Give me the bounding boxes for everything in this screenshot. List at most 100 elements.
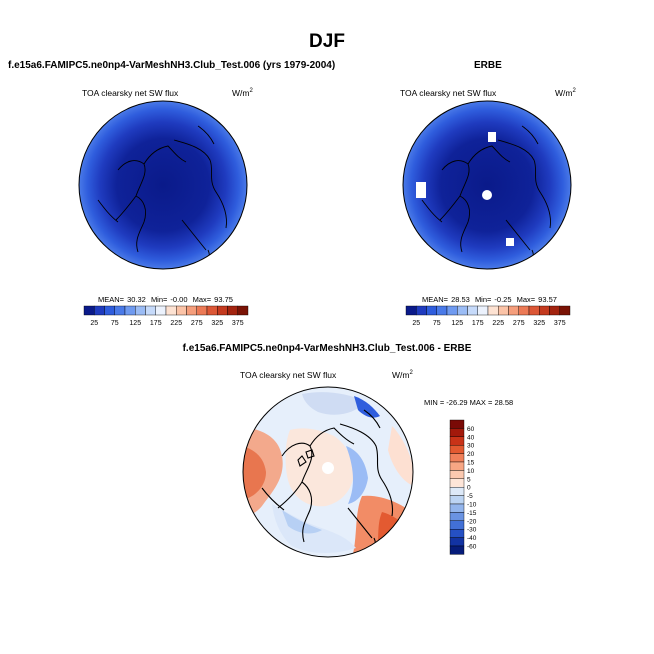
panel-3-units: W/m2	[392, 370, 413, 380]
panel-2-units: W/m2	[555, 88, 576, 98]
colorbar-swatch	[449, 461, 465, 471]
colorbar-swatch	[539, 305, 550, 316]
colorbar-swatch	[528, 305, 540, 316]
panel-1-polar-map	[78, 100, 248, 270]
panel-2-variable-label: TOA clearsky net SW flux	[400, 88, 497, 98]
colorbar-swatch	[518, 305, 530, 316]
colorbar-tick-label: 15	[467, 460, 475, 467]
colorbar-tick-label: 25	[412, 320, 420, 327]
figure-title: DJF	[309, 31, 345, 52]
colorbar-tick-label: -20	[467, 518, 477, 525]
colorbar-swatch	[559, 305, 571, 316]
colorbar-swatch	[449, 453, 465, 463]
colorbar-tick-label: 75	[433, 320, 441, 327]
panel-2-polar-map	[402, 100, 572, 270]
colorbar-swatch	[217, 305, 228, 316]
colorbar-tick-label: 10	[467, 468, 475, 475]
colorbar-tick-label: 325	[533, 320, 545, 327]
panel-1-field	[79, 101, 247, 269]
colorbar-tick-label: -30	[467, 527, 477, 534]
colorbar-swatch	[457, 305, 468, 316]
colorbar-swatch	[124, 305, 136, 316]
colorbar-swatch	[145, 305, 156, 316]
colorbar-swatch	[206, 305, 218, 316]
panel-1-variable-label: TOA clearsky net SW flux	[82, 88, 179, 98]
colorbar-tick-label: 5	[467, 476, 471, 483]
panel-3-polar-map	[242, 386, 414, 558]
colorbar-tick-label: 30	[467, 443, 475, 450]
colorbar-swatch	[104, 305, 115, 316]
colorbar-swatch	[165, 305, 177, 316]
colorbar-tick-label: 175	[150, 320, 162, 327]
colorbar-tick-label: 75	[111, 320, 119, 327]
colorbar-swatch	[449, 495, 465, 505]
colorbar-swatch	[449, 537, 465, 547]
colorbar-swatch	[83, 305, 95, 316]
colorbar-swatch	[135, 305, 146, 316]
panel-1-title: f.e15a6.FAMIPC5.ne0np4-VarMeshNH3.Club_T…	[8, 60, 336, 71]
colorbar-tick-label: -15	[467, 510, 477, 517]
panel-3-min-max: MIN = -26.29 MAX = 28.58	[424, 398, 514, 407]
panel-1-stats: MEAN= 30.32 Min= -0.00 Max= 93.75	[98, 295, 233, 304]
colorbar-tick-label: 60	[467, 426, 475, 433]
colorbar-tick-label: -10	[467, 502, 477, 509]
panel-1-colorbar: 25 75 125 175 225 275 325 375	[83, 305, 249, 327]
colorbar-tick-label: 325	[211, 320, 223, 327]
colorbar-tick-label: 0	[467, 485, 471, 492]
panel-2-stats: MEAN= 28.53 Min= -0.25 Max= 93.57	[422, 295, 557, 304]
colorbar-tick-label: 20	[467, 451, 475, 458]
colorbar-swatch	[449, 512, 465, 522]
colorbar-swatch	[237, 305, 249, 316]
colorbar-swatch	[498, 305, 509, 316]
colorbar-tick-label: -60	[467, 544, 477, 551]
panel-3-variable-label: TOA clearsky net SW flux	[240, 370, 337, 380]
colorbar-swatch	[449, 436, 465, 446]
colorbar-swatch	[186, 305, 197, 316]
colorbar-tick-label: 375	[554, 320, 566, 327]
colorbar-swatch	[449, 503, 465, 513]
panel-3-title: f.e15a6.FAMIPC5.ne0np4-VarMeshNH3.Club_T…	[182, 343, 472, 354]
colorbar-tick-label: -40	[467, 535, 477, 542]
colorbar-tick-label: 375	[232, 320, 244, 327]
colorbar-swatch	[196, 305, 208, 316]
panel-2-missing-data	[416, 132, 514, 246]
colorbar-swatch	[449, 486, 465, 496]
colorbar-tick-label: 275	[191, 320, 203, 327]
panel-1-units: W/m2	[232, 88, 253, 98]
colorbar-swatch	[487, 305, 499, 316]
colorbar-swatch	[449, 428, 465, 437]
colorbar-swatch	[227, 305, 238, 316]
colorbar-swatch	[449, 419, 465, 429]
colorbar-swatch	[449, 520, 465, 530]
colorbar-swatch	[467, 305, 478, 316]
colorbar-swatch	[446, 305, 458, 316]
colorbar-tick-label: 125	[129, 320, 141, 327]
colorbar-tick-label: -5	[467, 493, 473, 500]
panel-2-colorbar: 25 75 125 175 225 275 325 375	[405, 305, 571, 327]
colorbar-swatch	[477, 305, 489, 316]
colorbar-tick-label: 125	[451, 320, 463, 327]
colorbar-swatch	[405, 305, 417, 316]
colorbar-swatch	[436, 305, 448, 316]
colorbar-swatch	[416, 305, 427, 316]
colorbar-swatch	[549, 305, 560, 316]
colorbar-swatch	[114, 305, 126, 316]
colorbar-swatch	[94, 305, 105, 316]
colorbar-swatch	[176, 305, 187, 316]
colorbar-tick-label: 40	[467, 434, 475, 441]
colorbar-tick-label: 25	[90, 320, 98, 327]
colorbar-swatch	[449, 478, 465, 488]
colorbar-swatch	[508, 305, 519, 316]
colorbar-swatch	[449, 470, 465, 480]
colorbar-tick-label: 275	[513, 320, 525, 327]
panel-2-field	[403, 101, 571, 269]
colorbar-tick-label: 225	[170, 320, 182, 327]
colorbar-swatch	[449, 545, 465, 555]
colorbar-tick-label: 175	[472, 320, 484, 327]
colorbar-swatch	[426, 305, 437, 316]
colorbar-swatch	[449, 528, 465, 538]
colorbar-swatch	[155, 305, 167, 316]
panel-2-title: ERBE	[474, 60, 502, 71]
colorbar-tick-label: 225	[492, 320, 504, 327]
